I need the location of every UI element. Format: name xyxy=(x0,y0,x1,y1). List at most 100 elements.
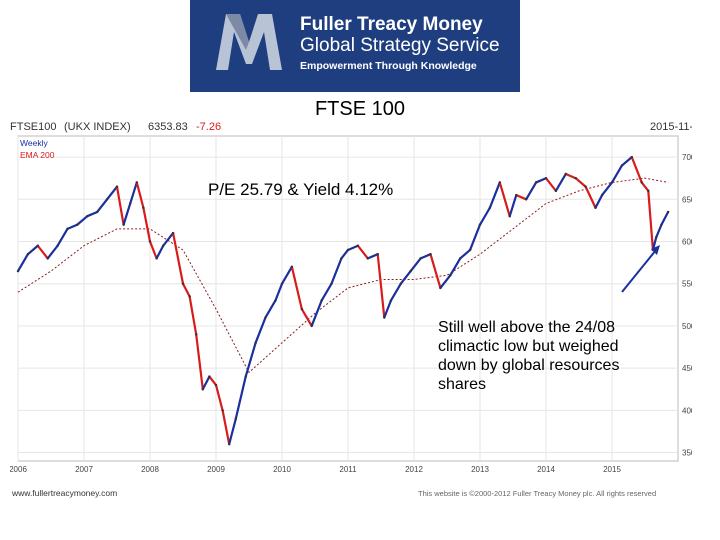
annotation-line: Still well above the 24/08 xyxy=(438,319,615,336)
x-tick-label: 2011 xyxy=(339,465,357,474)
price-segment xyxy=(574,177,587,188)
price-segment xyxy=(96,198,109,214)
price-point xyxy=(459,257,462,260)
price-point xyxy=(478,223,482,226)
price-point xyxy=(488,206,492,209)
price-marks xyxy=(16,155,670,446)
price-point xyxy=(201,388,204,391)
price-point xyxy=(105,198,109,201)
price-point xyxy=(564,172,567,176)
price-segment xyxy=(56,227,69,247)
price-point xyxy=(310,324,313,328)
chart-header-label: FTSE100 xyxy=(10,121,56,133)
price-point xyxy=(610,181,614,184)
price-segment xyxy=(449,257,462,277)
price-segment xyxy=(620,156,633,167)
y-tick-label: 4500 xyxy=(682,364,692,373)
x-tick-label: 2006 xyxy=(10,465,27,474)
price-segment xyxy=(228,417,237,446)
price-point xyxy=(129,202,132,205)
price-point xyxy=(449,274,452,277)
price-segment xyxy=(135,181,145,209)
price-segment xyxy=(280,265,293,285)
price-point xyxy=(162,244,165,247)
price-segment xyxy=(290,265,303,311)
price-point xyxy=(208,375,211,378)
price-segment xyxy=(610,164,624,184)
price-segment xyxy=(300,307,313,328)
price-point xyxy=(366,257,369,260)
annotation-line: down by global resources xyxy=(438,357,620,374)
price-segment xyxy=(399,269,412,285)
price-segment xyxy=(234,375,247,420)
brand-tagline: Empowerment Through Knowledge xyxy=(300,60,477,72)
price-segment xyxy=(655,223,663,239)
price-point xyxy=(666,210,670,214)
price-segment xyxy=(544,177,558,192)
price-segment xyxy=(142,206,152,243)
price-segment xyxy=(459,248,472,260)
price-point xyxy=(399,282,402,285)
price-segment xyxy=(340,248,350,260)
price-segment xyxy=(651,236,658,252)
price-segment xyxy=(244,341,257,378)
annotation-arrow xyxy=(621,249,657,293)
price-point xyxy=(171,231,175,235)
price-point xyxy=(515,193,518,197)
chart-header-index: (UKX INDEX) xyxy=(64,121,131,133)
price-point xyxy=(228,442,231,446)
price-segment xyxy=(162,231,175,247)
fuller-treacy-m-logo-icon xyxy=(216,14,282,70)
legend-ema: EMA 200 xyxy=(20,150,55,160)
ema-200-line xyxy=(17,177,669,374)
annotation-line: climactic low but weighed xyxy=(438,338,619,355)
price-segment xyxy=(498,181,511,218)
price-segment xyxy=(330,257,343,285)
price-segment xyxy=(129,181,138,205)
price-point xyxy=(56,244,59,247)
y-tick-label: 4000 xyxy=(682,406,692,415)
price-segment xyxy=(76,215,89,226)
price-point xyxy=(340,257,343,260)
price-point xyxy=(584,185,587,188)
y-tick-label: 6500 xyxy=(682,195,692,204)
price-segment xyxy=(66,223,79,230)
y-tick-label: 6000 xyxy=(682,238,692,247)
x-tick-label: 2009 xyxy=(207,465,225,474)
price-segment xyxy=(201,375,211,391)
price-segment xyxy=(254,316,267,344)
price-point xyxy=(419,257,422,260)
price-segment xyxy=(419,253,432,260)
price-point xyxy=(234,417,237,420)
price-segment xyxy=(188,295,198,336)
price-point xyxy=(525,198,528,201)
price-point xyxy=(574,177,577,180)
price-segment xyxy=(366,253,379,260)
footer-website: www.fullertreacymoney.com xyxy=(11,488,117,498)
price-point xyxy=(300,307,303,311)
price-point xyxy=(655,236,658,239)
price-point xyxy=(254,341,257,345)
price-segment xyxy=(320,282,333,302)
chart-header-date: 2015-11-06 xyxy=(650,121,692,133)
price-segment xyxy=(488,181,501,209)
price-point xyxy=(356,244,360,247)
price-segment xyxy=(660,210,670,226)
price-segment xyxy=(389,282,402,302)
price-point xyxy=(330,282,333,285)
price-segment xyxy=(195,333,204,391)
price-point xyxy=(594,206,597,209)
price-segment xyxy=(356,244,369,260)
x-tick-label: 2007 xyxy=(75,465,93,474)
x-tick-label: 2008 xyxy=(141,465,159,474)
annotation-arrowhead xyxy=(651,245,660,255)
price-segment xyxy=(478,206,491,226)
price-segment xyxy=(264,299,277,319)
price-point xyxy=(280,282,284,285)
price-segment xyxy=(36,244,49,260)
footer-copyright: This website is ©2000-2012 Fuller Treacy… xyxy=(418,489,656,498)
ftse-price-chart: 3500 4000 4500 5000 5500 6000 6500 7000 2006 2007… xyxy=(10,121,692,498)
price-point xyxy=(620,164,624,167)
price-segment xyxy=(346,244,359,252)
price-point xyxy=(544,177,548,180)
